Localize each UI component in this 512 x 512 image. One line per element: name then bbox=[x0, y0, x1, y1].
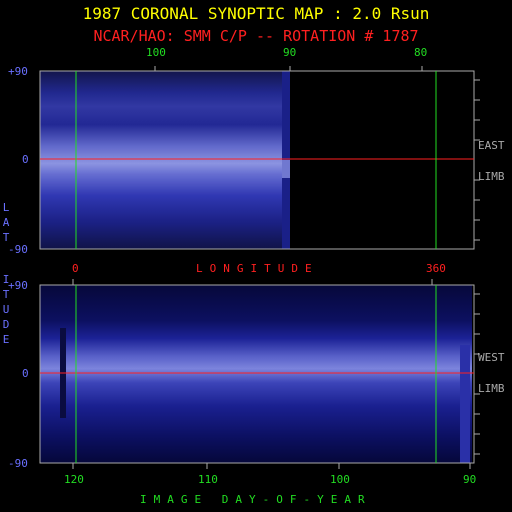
west-label: WEST bbox=[478, 351, 505, 364]
latitude-axis-letter: U bbox=[2, 303, 10, 316]
latitude-axis-letter: L bbox=[2, 201, 10, 214]
bottom-lat-tick-0: 0 bbox=[22, 367, 29, 380]
west-limb-label: LIMB bbox=[478, 382, 505, 395]
east-limb-label: LIMB bbox=[478, 170, 505, 183]
top-lat-tick-minus90: -90 bbox=[8, 243, 28, 256]
top-lat-tick-plus90: +90 bbox=[8, 65, 28, 78]
top-panel bbox=[39, 66, 480, 250]
longitude-axis-label: LONGITUDE bbox=[196, 262, 319, 275]
east-label: EAST bbox=[478, 139, 505, 152]
longitude-tick-360: 360 bbox=[426, 262, 446, 275]
latitude-axis-letter: A bbox=[2, 216, 10, 229]
top-frame bbox=[39, 70, 475, 250]
latitude-axis-letter: I bbox=[2, 273, 10, 286]
top-lat-tick-0: 0 bbox=[22, 153, 29, 166]
latitude-axis-letter: T bbox=[2, 231, 10, 244]
latitude-axis-letter: T bbox=[2, 288, 10, 301]
bottom-lat-tick-plus90: +90 bbox=[8, 279, 28, 292]
latitude-axis-letter: E bbox=[2, 333, 10, 346]
day-tick-120: 120 bbox=[64, 473, 84, 486]
bottom-panel bbox=[39, 279, 480, 469]
top-map-image bbox=[40, 71, 282, 249]
bottom-lat-tick-minus90: -90 bbox=[8, 457, 28, 470]
top-tick-90: 90 bbox=[283, 46, 297, 59]
bottom-map-image bbox=[40, 285, 472, 463]
day-axis-label: IMAGE DAY-OF-YEAR bbox=[140, 493, 372, 506]
latitude-axis-letter: D bbox=[2, 318, 10, 331]
bottom-frame bbox=[39, 284, 475, 464]
top-tick-100: 100 bbox=[146, 46, 166, 59]
longitude-tick-0: 0 bbox=[72, 262, 79, 275]
top-tick-80: 80 bbox=[414, 46, 428, 59]
day-tick-100: 100 bbox=[330, 473, 350, 486]
day-tick-110: 110 bbox=[198, 473, 218, 486]
map-title: 1987 CORONAL SYNOPTIC MAP : 2.0 Rsun bbox=[82, 4, 430, 23]
day-tick-90: 90 bbox=[463, 473, 477, 486]
map-subtitle: NCAR/HAO: SMM C/P -- ROTATION # 1787 bbox=[93, 27, 419, 45]
